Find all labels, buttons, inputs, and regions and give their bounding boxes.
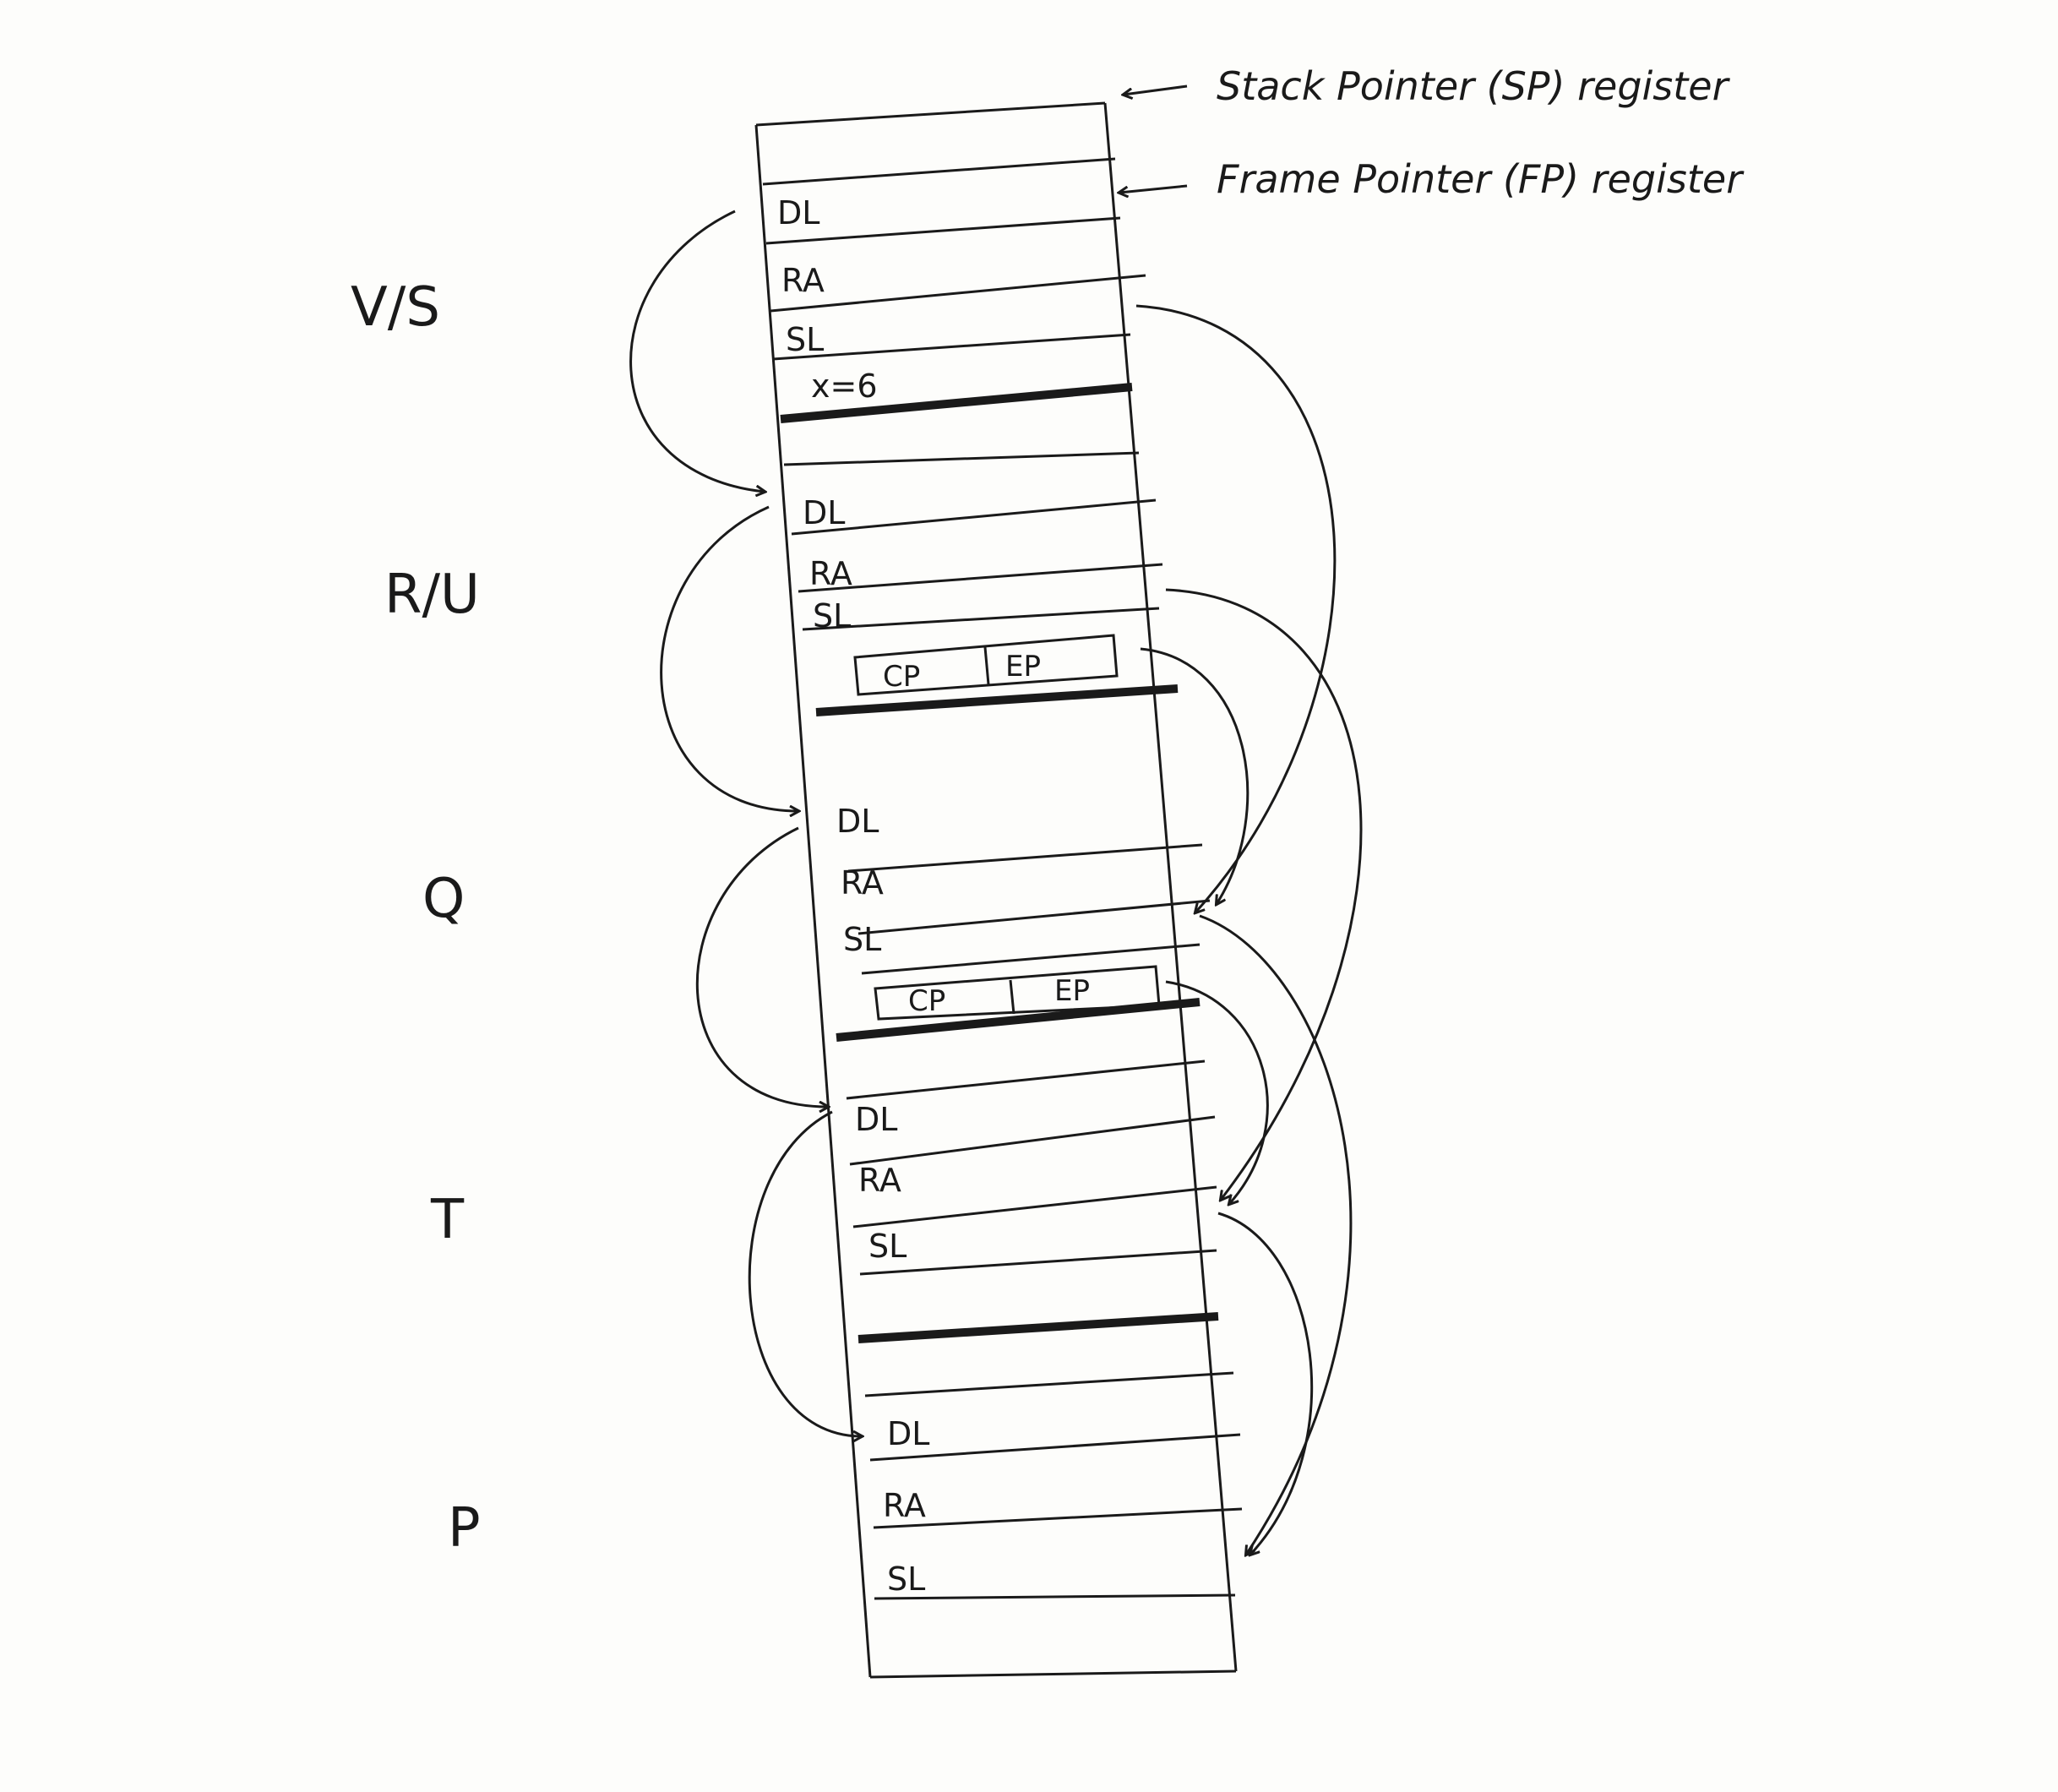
frame-label-q: Q bbox=[422, 868, 465, 930]
cell-ep: EP bbox=[1054, 974, 1090, 1008]
slot-ra: RA bbox=[781, 262, 825, 299]
cp-ep-box-q bbox=[874, 965, 1161, 1021]
frame-label-p: P bbox=[448, 1497, 481, 1560]
slot-sl: SL bbox=[868, 1228, 906, 1265]
frame-p-slots: DL RA SL bbox=[883, 1415, 929, 1598]
frame-r-slots: DL RA SL CP EP bbox=[803, 494, 1041, 694]
cell-ep: EP bbox=[1005, 650, 1041, 684]
sp-register-label: Stack Pointer (SP) register bbox=[1217, 63, 1731, 109]
slot-x: x=6 bbox=[811, 368, 878, 405]
cp-ep-box-r bbox=[853, 634, 1119, 696]
slot-ra: RA bbox=[809, 555, 852, 592]
slot-ra: RA bbox=[841, 864, 884, 901]
frame-t-slots: DL RA SL bbox=[855, 1101, 906, 1265]
sp-arrow bbox=[1124, 84, 1188, 95]
stack-top-edge bbox=[755, 101, 1106, 127]
slot-ra: RA bbox=[883, 1487, 926, 1524]
stack-right-edge bbox=[1103, 102, 1238, 1672]
slot-dl: DL bbox=[777, 194, 819, 231]
slot-dl: DL bbox=[855, 1101, 897, 1138]
frame-label-r: R/U bbox=[384, 564, 480, 626]
static-links bbox=[1135, 304, 1363, 1555]
slot-dl: DL bbox=[836, 803, 879, 840]
slot-sl: SL bbox=[786, 321, 824, 358]
fp-register-label: Frame Pointer (FP) register bbox=[1217, 156, 1745, 202]
slot-sl: SL bbox=[887, 1561, 925, 1598]
cell-cp: CP bbox=[883, 660, 920, 694]
frame-label-t: T bbox=[430, 1189, 465, 1251]
stack-bottom-edge bbox=[869, 1669, 1237, 1679]
frame-label-v: V/S bbox=[351, 276, 440, 339]
slot-ra: RA bbox=[858, 1162, 901, 1199]
dynamic-links bbox=[629, 210, 862, 1436]
slot-sl: SL bbox=[843, 921, 881, 958]
frame-q-slots: DL RA SL CP EP bbox=[836, 803, 1090, 1018]
fp-arrow bbox=[1119, 184, 1188, 193]
cell-cp: CP bbox=[908, 984, 945, 1018]
stack-left-edge bbox=[754, 124, 872, 1678]
slot-sl: SL bbox=[813, 597, 851, 635]
slot-dl: DL bbox=[887, 1415, 929, 1452]
frame-v-slots: DL RA SL x=6 bbox=[777, 194, 878, 405]
slot-dl: DL bbox=[803, 494, 845, 531]
row-dividers bbox=[762, 157, 1243, 1600]
frame-separators bbox=[780, 383, 1219, 1343]
